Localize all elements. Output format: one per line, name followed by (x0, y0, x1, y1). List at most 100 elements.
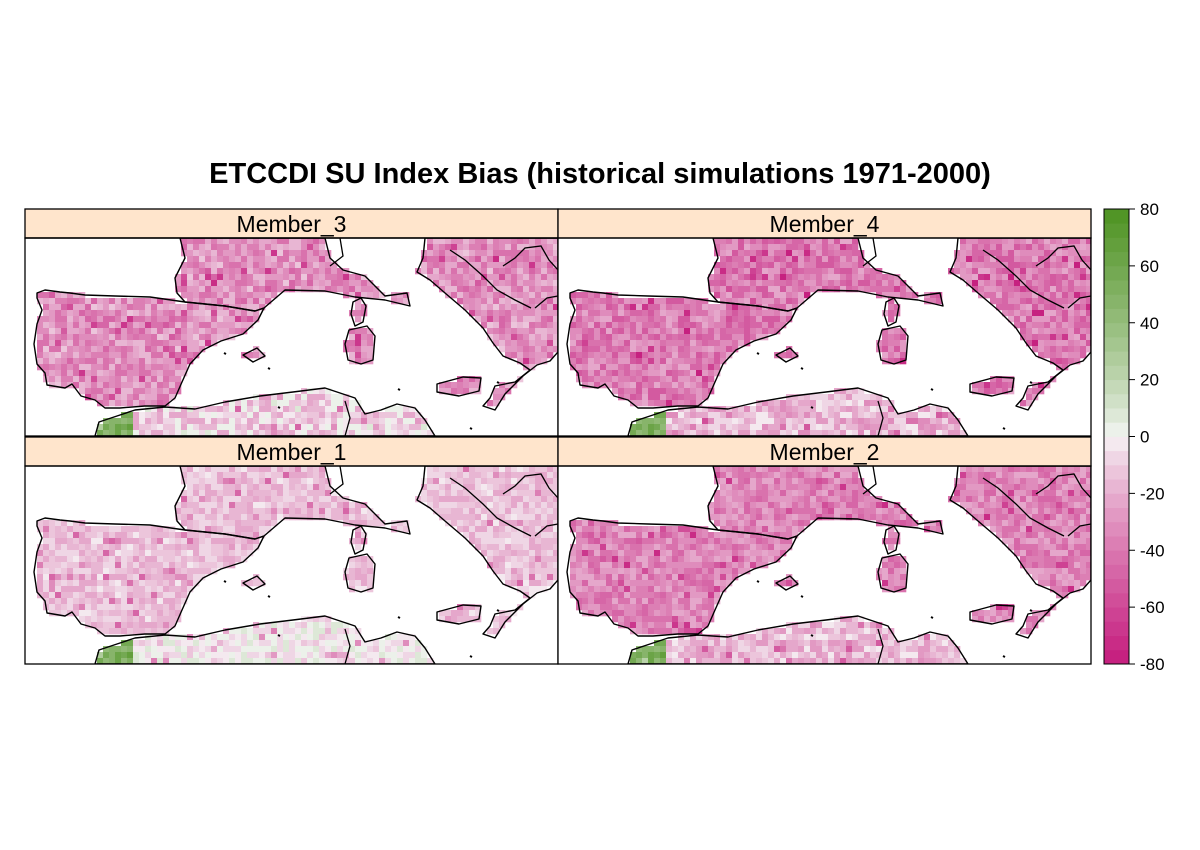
grid-cell (283, 490, 290, 497)
grid-cell (217, 646, 224, 653)
grid-cell (726, 310, 733, 317)
grid-cell (499, 472, 506, 479)
grid-cell (181, 370, 188, 377)
grid-cell (529, 490, 536, 497)
grid-cell (529, 274, 536, 281)
grid-cell (529, 334, 536, 341)
grid-cell (499, 532, 506, 539)
grid-cell (301, 394, 308, 401)
grid-cell (127, 328, 134, 335)
grid-cell (199, 316, 206, 323)
grid-cell (313, 622, 320, 629)
grid-cell (91, 532, 98, 539)
grid-cell (217, 526, 224, 533)
grid-cell (187, 298, 194, 305)
grid-cell (265, 526, 272, 533)
grid-cell (271, 238, 278, 245)
grid-cell (439, 244, 446, 251)
grid-cell (475, 280, 482, 287)
coastline (416, 238, 558, 411)
grid-cell (726, 274, 733, 281)
grid-cell (828, 238, 835, 245)
grid-cell (241, 520, 248, 527)
grid-cell (355, 280, 362, 287)
grid-cell (271, 268, 278, 275)
grid-cell (43, 364, 50, 371)
grid-cell (750, 292, 757, 299)
grid-cell (325, 622, 332, 629)
grid-cell (361, 574, 368, 581)
grid-cell (61, 310, 68, 317)
grid-cell (990, 274, 997, 281)
grid-cell (283, 622, 290, 629)
grid-cell (523, 346, 530, 353)
grid-cell (487, 316, 494, 323)
grid-cell (139, 568, 146, 575)
grid-cell (1050, 346, 1057, 353)
grid-cell (810, 508, 817, 515)
grid-cell (181, 310, 188, 317)
grid-cell (1056, 340, 1063, 347)
grid-cell (511, 574, 518, 581)
grid-cell (289, 466, 296, 473)
grid-cell (523, 562, 530, 569)
grid-cell (199, 562, 206, 569)
grid-cell (744, 256, 751, 263)
grid-cell (169, 376, 176, 383)
grid-cell (894, 424, 901, 431)
grid-cell (648, 430, 655, 436)
grid-cell (175, 658, 182, 664)
grid-cell (511, 532, 518, 539)
grid-cell (331, 628, 338, 635)
grid-cell (223, 304, 230, 311)
grid-cell (511, 466, 518, 473)
grid-cell (768, 472, 775, 479)
grid-cell (1044, 334, 1051, 341)
grid-cell (115, 586, 122, 593)
grid-cell (283, 394, 290, 401)
grid-cell (241, 298, 248, 305)
grid-cell (121, 550, 128, 557)
grid-cell (175, 640, 182, 647)
grid-cell (205, 424, 212, 431)
grid-cell (451, 256, 458, 263)
grid-cell (654, 388, 661, 395)
grid-cell (852, 250, 859, 257)
grid-cell (421, 430, 428, 436)
grid-cell (906, 430, 913, 436)
grid-cell (109, 628, 116, 635)
grid-cell (265, 286, 272, 293)
grid-cell (295, 286, 302, 293)
grid-cell (864, 424, 871, 431)
grid-cell (157, 640, 164, 647)
grid-cell (972, 250, 979, 257)
grid-cell (505, 580, 512, 587)
grid-cell (738, 328, 745, 335)
grid-cell (211, 406, 218, 413)
grid-cell (127, 640, 134, 647)
grid-cell (948, 412, 955, 419)
grid-cell (97, 430, 104, 436)
grid-cell (499, 328, 506, 335)
grid-cell (720, 412, 727, 419)
grid-cell (768, 310, 775, 317)
grid-cell (133, 388, 140, 395)
grid-cell (277, 280, 284, 287)
grid-cell (570, 346, 577, 353)
grid-cell (499, 550, 506, 557)
grid-cell (744, 490, 751, 497)
grid-cell (97, 400, 104, 407)
grid-cell (223, 628, 230, 635)
grid-cell (732, 274, 739, 281)
grid-cell (343, 280, 350, 287)
grid-cell (523, 322, 530, 329)
grid-cell (253, 538, 260, 545)
grid-cell (223, 274, 230, 281)
grid-cell (337, 652, 344, 659)
grid-cell (990, 478, 997, 485)
grid-cell (43, 592, 50, 599)
grid-cell (828, 424, 835, 431)
grid-cell (55, 544, 62, 551)
grid-cell (109, 538, 116, 545)
grid-cell (708, 418, 715, 425)
